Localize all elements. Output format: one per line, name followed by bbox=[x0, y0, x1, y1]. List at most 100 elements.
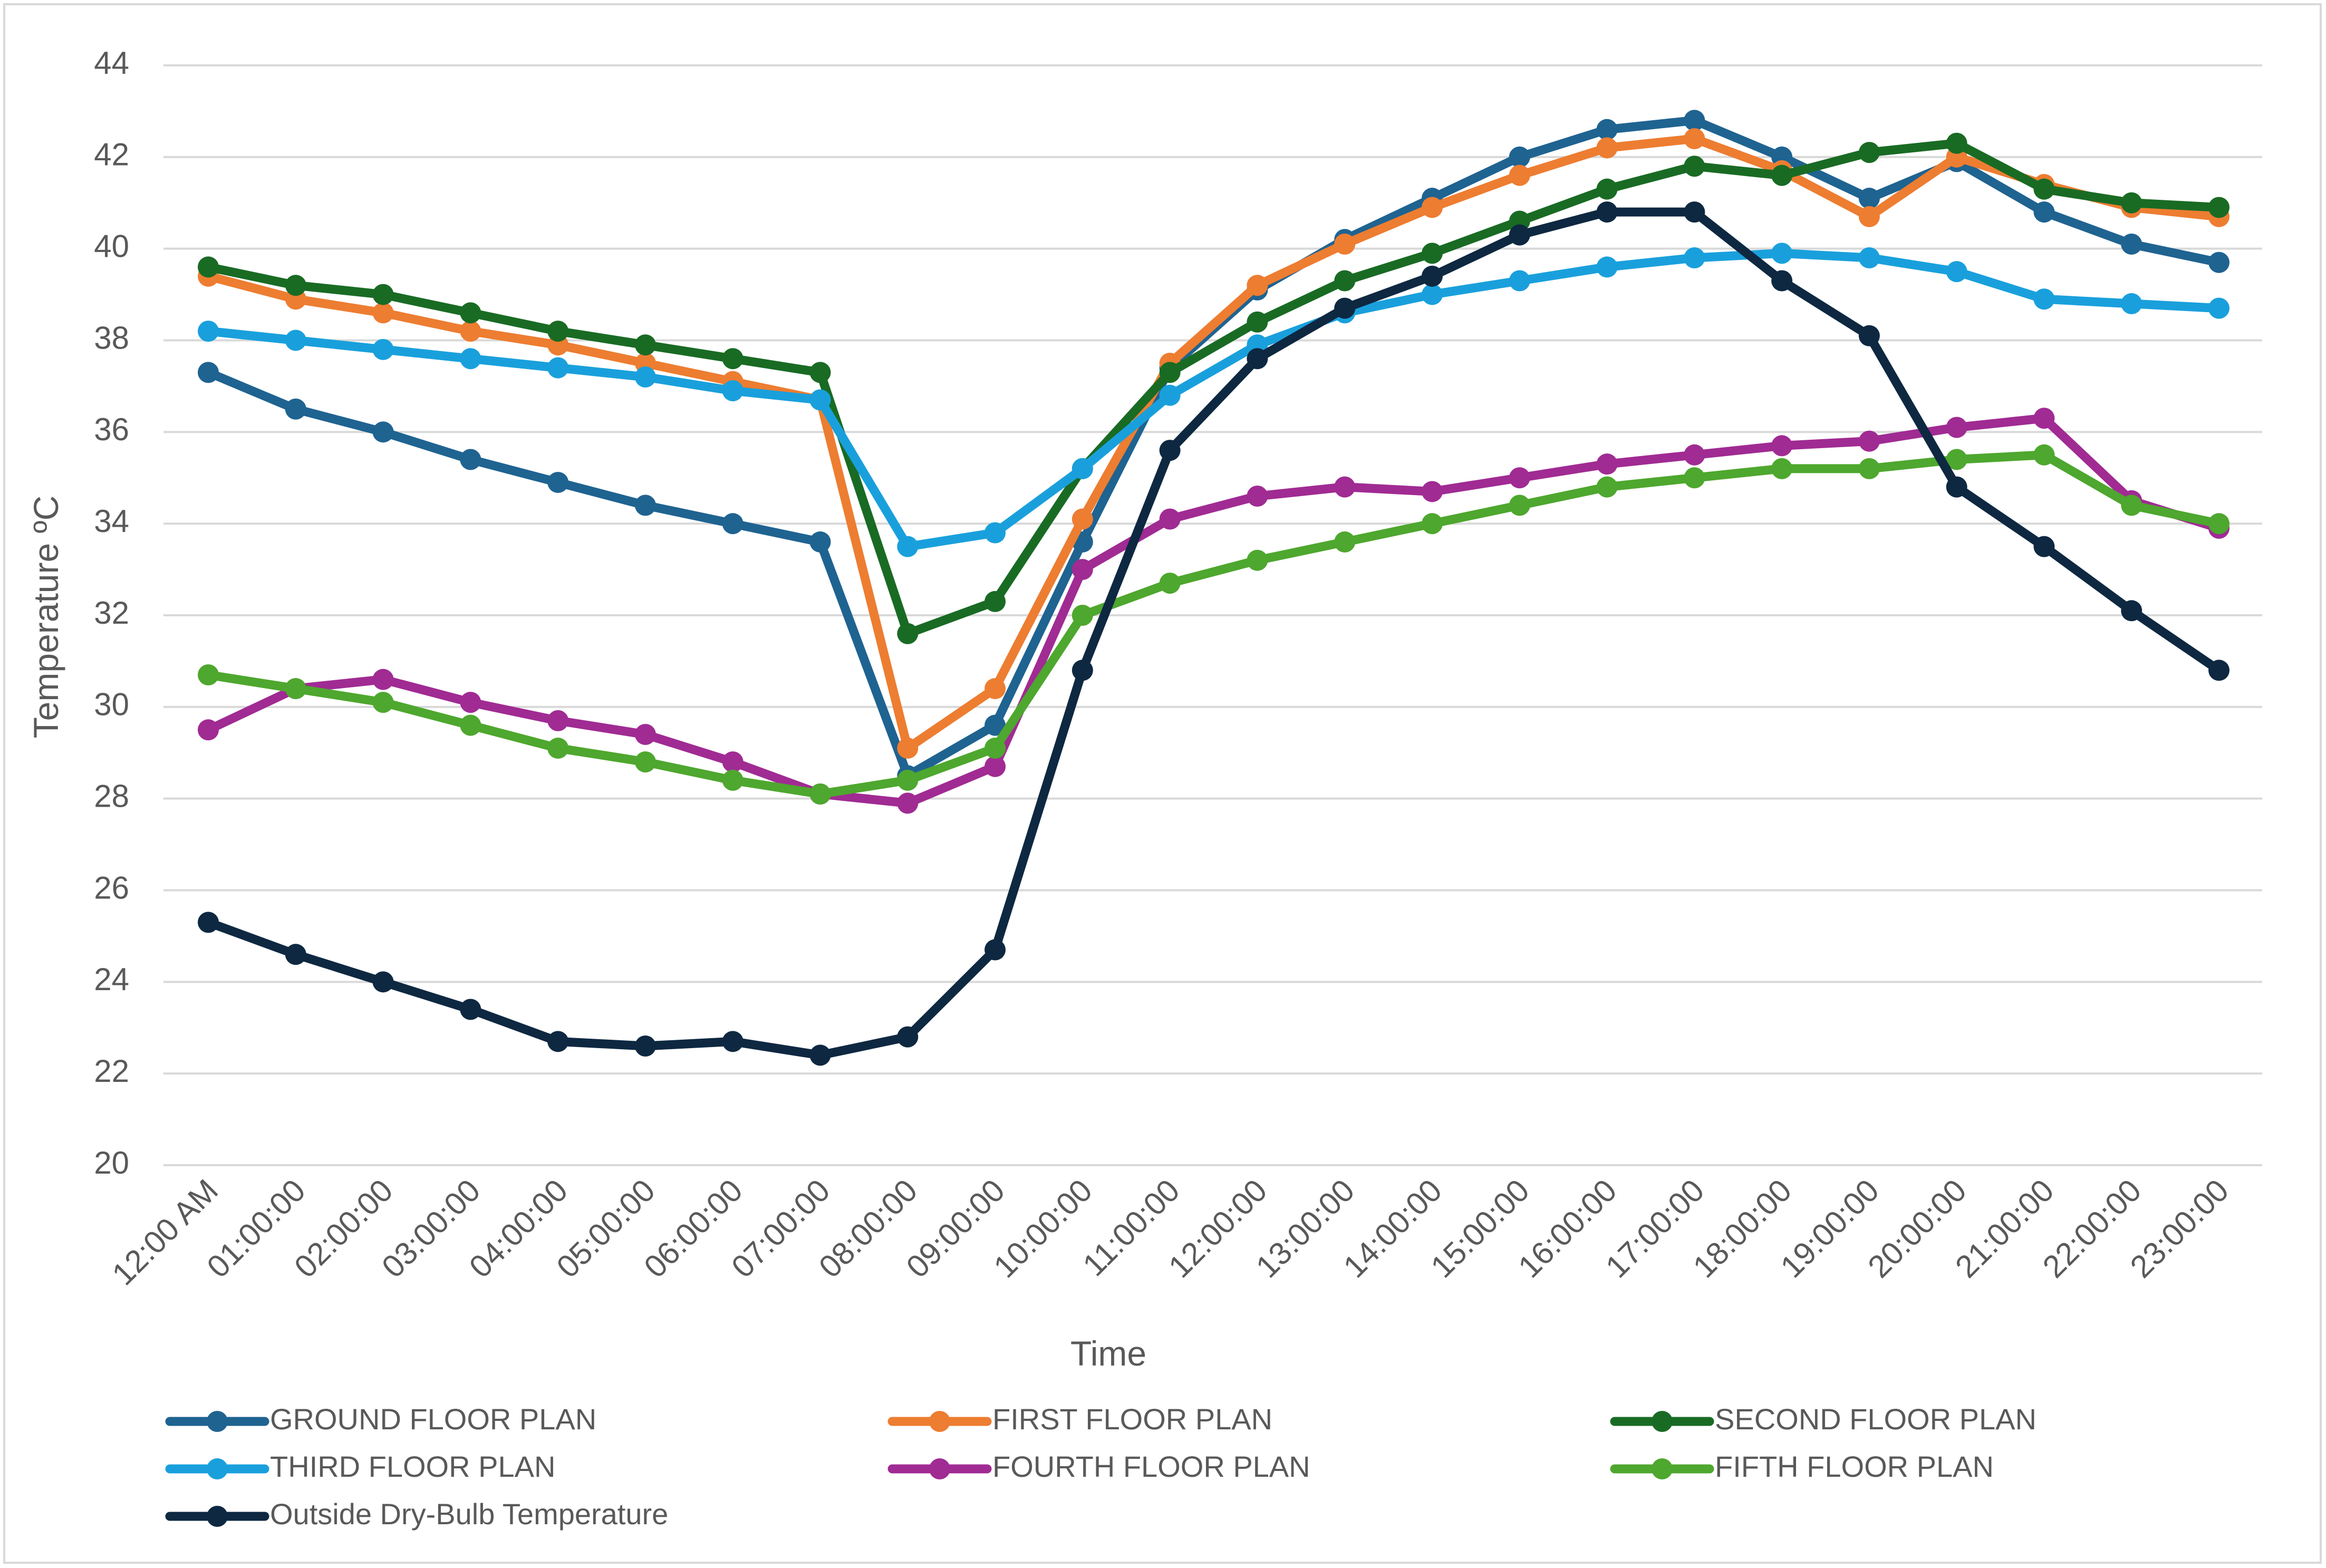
data-point bbox=[2208, 513, 2230, 535]
data-point bbox=[285, 678, 306, 700]
data-point bbox=[1596, 201, 1618, 223]
data-point bbox=[897, 792, 919, 814]
data-point bbox=[1596, 476, 1618, 498]
data-point bbox=[372, 971, 394, 993]
series-7 bbox=[198, 201, 2230, 1066]
y-tick-label: 20 bbox=[94, 1145, 129, 1180]
data-point bbox=[372, 421, 394, 443]
data-point bbox=[1159, 362, 1181, 383]
legend-item: FOURTH FLOOR PLAN bbox=[887, 1450, 1310, 1483]
data-point bbox=[1421, 284, 1443, 305]
data-point bbox=[809, 1044, 831, 1066]
data-point bbox=[2121, 192, 2142, 214]
data-point bbox=[547, 710, 569, 731]
data-point bbox=[2033, 178, 2055, 200]
data-point bbox=[897, 769, 919, 791]
y-tick-label: 30 bbox=[94, 687, 129, 722]
legend-swatch-marker bbox=[929, 1411, 950, 1432]
data-point bbox=[2033, 288, 2055, 310]
data-point bbox=[1684, 467, 1705, 489]
data-point bbox=[460, 999, 481, 1020]
data-point bbox=[1596, 137, 1618, 159]
series-5 bbox=[198, 408, 2230, 814]
data-point bbox=[809, 531, 831, 553]
y-tick-label: 22 bbox=[94, 1053, 129, 1089]
data-point bbox=[1247, 549, 1268, 571]
data-point bbox=[285, 398, 306, 420]
data-point bbox=[2033, 444, 2055, 466]
data-point bbox=[1596, 256, 1618, 278]
data-point bbox=[809, 389, 831, 411]
legend-item: FIRST FLOOR PLAN bbox=[887, 1402, 1272, 1436]
y-tick-label: 24 bbox=[94, 962, 129, 997]
series-line bbox=[204, 450, 2224, 799]
legend-swatch-marker bbox=[207, 1411, 228, 1432]
data-point bbox=[1072, 559, 1093, 580]
data-point bbox=[198, 664, 219, 685]
y-axis-ticks: 20 22 24 26 28 30 32 34 36 38 40 42 44 bbox=[94, 45, 129, 1180]
legend-label: SECOND FLOOR PLAN bbox=[1715, 1402, 2037, 1436]
legend-item: THIRD FLOOR PLAN bbox=[165, 1450, 555, 1483]
data-point bbox=[547, 321, 569, 342]
data-point bbox=[985, 591, 1006, 612]
data-point bbox=[1072, 508, 1093, 530]
legend-item: SECOND FLOOR PLAN bbox=[1610, 1402, 2037, 1436]
data-point bbox=[1509, 146, 1530, 168]
data-point bbox=[897, 536, 919, 557]
data-point bbox=[722, 348, 744, 370]
data-point bbox=[198, 912, 219, 933]
data-point bbox=[2033, 536, 2055, 557]
data-point bbox=[372, 338, 394, 360]
legend-label: FIRST FLOOR PLAN bbox=[992, 1402, 1272, 1436]
data-point bbox=[897, 738, 919, 759]
series-line bbox=[204, 134, 2224, 753]
legend: GROUND FLOOR PLAN FIRST FLOOR PLAN SECOND … bbox=[165, 1402, 2037, 1531]
data-point bbox=[1596, 119, 1618, 140]
series-line bbox=[204, 115, 2224, 780]
data-point bbox=[1334, 297, 1356, 319]
legend-item: Outside Dry-Bulb Temperature bbox=[165, 1497, 668, 1531]
data-point bbox=[634, 334, 656, 356]
series-line bbox=[204, 207, 2224, 1060]
data-point bbox=[1072, 458, 1093, 479]
data-point bbox=[285, 275, 306, 296]
data-point bbox=[2121, 495, 2142, 516]
data-point bbox=[1334, 476, 1356, 498]
data-point bbox=[722, 769, 744, 791]
data-point bbox=[1334, 531, 1356, 553]
series-line bbox=[204, 139, 2224, 638]
data-point bbox=[1247, 275, 1268, 296]
data-point bbox=[1596, 178, 1618, 200]
data-point bbox=[460, 302, 481, 324]
x-tick-label: 10:00:00 bbox=[987, 1173, 1099, 1285]
legend-label: Outside Dry-Bulb Temperature bbox=[270, 1497, 668, 1531]
data-point bbox=[1946, 261, 1967, 283]
y-axis-title: Temperature ºC bbox=[26, 496, 65, 739]
data-point bbox=[2208, 297, 2230, 319]
data-point bbox=[460, 692, 481, 713]
data-point bbox=[985, 714, 1006, 736]
data-point bbox=[809, 362, 831, 383]
data-point bbox=[460, 348, 481, 370]
y-tick-label: 36 bbox=[94, 412, 129, 447]
data-point bbox=[198, 362, 219, 383]
x-axis-ticks: 12:00 AM01:00:0002:00:0003:00:0004:00:00… bbox=[105, 1173, 2236, 1292]
data-point bbox=[985, 678, 1006, 700]
data-point bbox=[1858, 142, 1880, 163]
data-point bbox=[1596, 453, 1618, 475]
data-point bbox=[1771, 270, 1793, 292]
data-point bbox=[634, 1035, 656, 1057]
series-3 bbox=[198, 132, 2230, 644]
data-point bbox=[547, 1031, 569, 1052]
data-point bbox=[722, 751, 744, 773]
data-point bbox=[547, 738, 569, 759]
data-point bbox=[1421, 243, 1443, 264]
data-point bbox=[2208, 660, 2230, 681]
data-point bbox=[1684, 444, 1705, 466]
data-point bbox=[1858, 206, 1880, 227]
data-point bbox=[1159, 573, 1181, 594]
legend-swatch-marker bbox=[1652, 1411, 1673, 1432]
legend-label: FOURTH FLOOR PLAN bbox=[992, 1450, 1310, 1483]
legend-swatch-marker bbox=[1652, 1458, 1673, 1479]
data-point bbox=[460, 714, 481, 736]
